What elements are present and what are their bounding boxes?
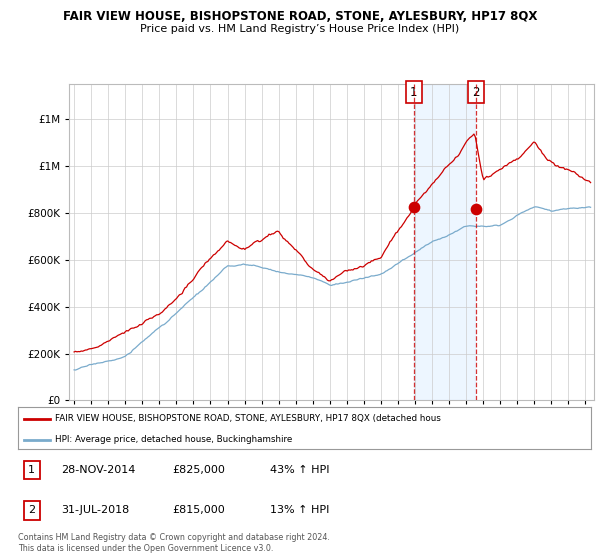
Text: 31-JUL-2018: 31-JUL-2018 xyxy=(61,505,129,515)
Text: 28-NOV-2014: 28-NOV-2014 xyxy=(61,465,136,475)
Text: £815,000: £815,000 xyxy=(173,505,226,515)
Text: 2: 2 xyxy=(28,505,35,515)
Text: 2: 2 xyxy=(472,86,480,99)
Text: 13% ↑ HPI: 13% ↑ HPI xyxy=(270,505,329,515)
Point xyxy=(471,205,481,214)
Text: HPI: Average price, detached house, Buckinghamshire: HPI: Average price, detached house, Buck… xyxy=(55,435,292,445)
Text: £825,000: £825,000 xyxy=(173,465,226,475)
Text: FAIR VIEW HOUSE, BISHOPSTONE ROAD, STONE, AYLESBURY, HP17 8QX (detached hous: FAIR VIEW HOUSE, BISHOPSTONE ROAD, STONE… xyxy=(55,414,441,423)
Text: 1: 1 xyxy=(28,465,35,475)
Text: FAIR VIEW HOUSE, BISHOPSTONE ROAD, STONE, AYLESBURY, HP17 8QX: FAIR VIEW HOUSE, BISHOPSTONE ROAD, STONE… xyxy=(63,10,537,23)
Text: 43% ↑ HPI: 43% ↑ HPI xyxy=(270,465,329,475)
Text: Contains HM Land Registry data © Crown copyright and database right 2024.
This d: Contains HM Land Registry data © Crown c… xyxy=(18,533,330,553)
Text: Price paid vs. HM Land Registry’s House Price Index (HPI): Price paid vs. HM Land Registry’s House … xyxy=(140,24,460,34)
Text: 1: 1 xyxy=(410,86,418,99)
Point xyxy=(409,203,418,212)
